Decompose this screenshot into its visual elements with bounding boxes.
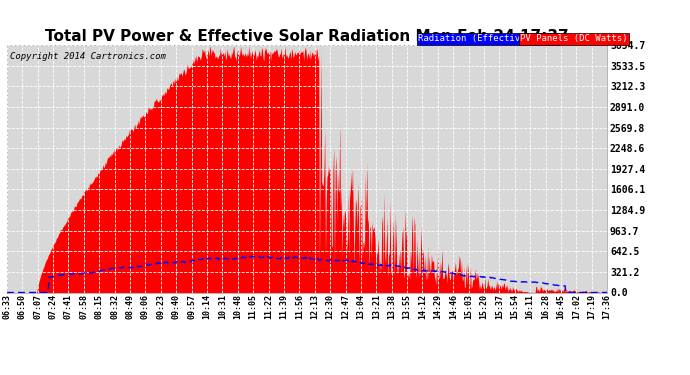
Text: Radiation (Effective w/m2): Radiation (Effective w/m2) [418,34,558,44]
Text: Copyright 2014 Cartronics.com: Copyright 2014 Cartronics.com [10,53,166,62]
Text: PV Panels (DC Watts): PV Panels (DC Watts) [520,34,628,44]
Title: Total PV Power & Effective Solar Radiation Mon Feb 24 17:37: Total PV Power & Effective Solar Radiati… [46,29,569,44]
